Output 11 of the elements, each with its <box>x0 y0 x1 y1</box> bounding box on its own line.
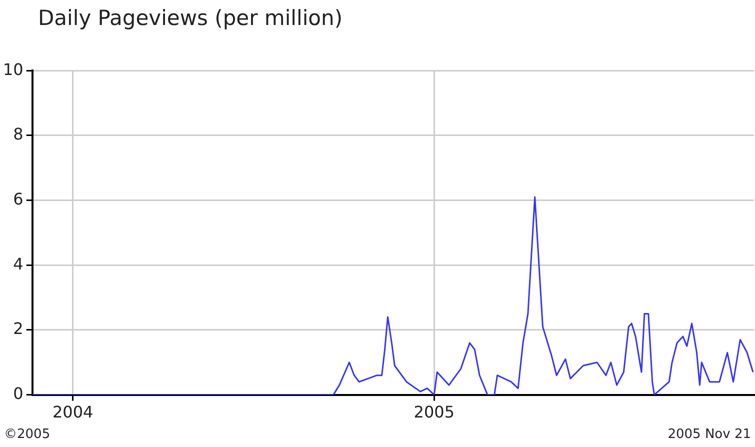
y-tick-label: 4 <box>13 254 24 274</box>
y-tick-label: 2 <box>13 319 24 338</box>
chart-title: Daily Pageviews (per million) <box>38 6 343 30</box>
y-tick-label: 0 <box>13 384 24 403</box>
x-tick-label: 2005 <box>414 402 455 422</box>
x-tick-label: 2004 <box>52 402 94 422</box>
y-tick-label: 6 <box>13 189 24 208</box>
text: ©2005 <box>4 427 50 442</box>
y-tick-label: 10 <box>3 60 24 79</box>
text: 2005 Nov 21 <box>668 427 751 442</box>
y-tick-label: 8 <box>13 124 24 144</box>
